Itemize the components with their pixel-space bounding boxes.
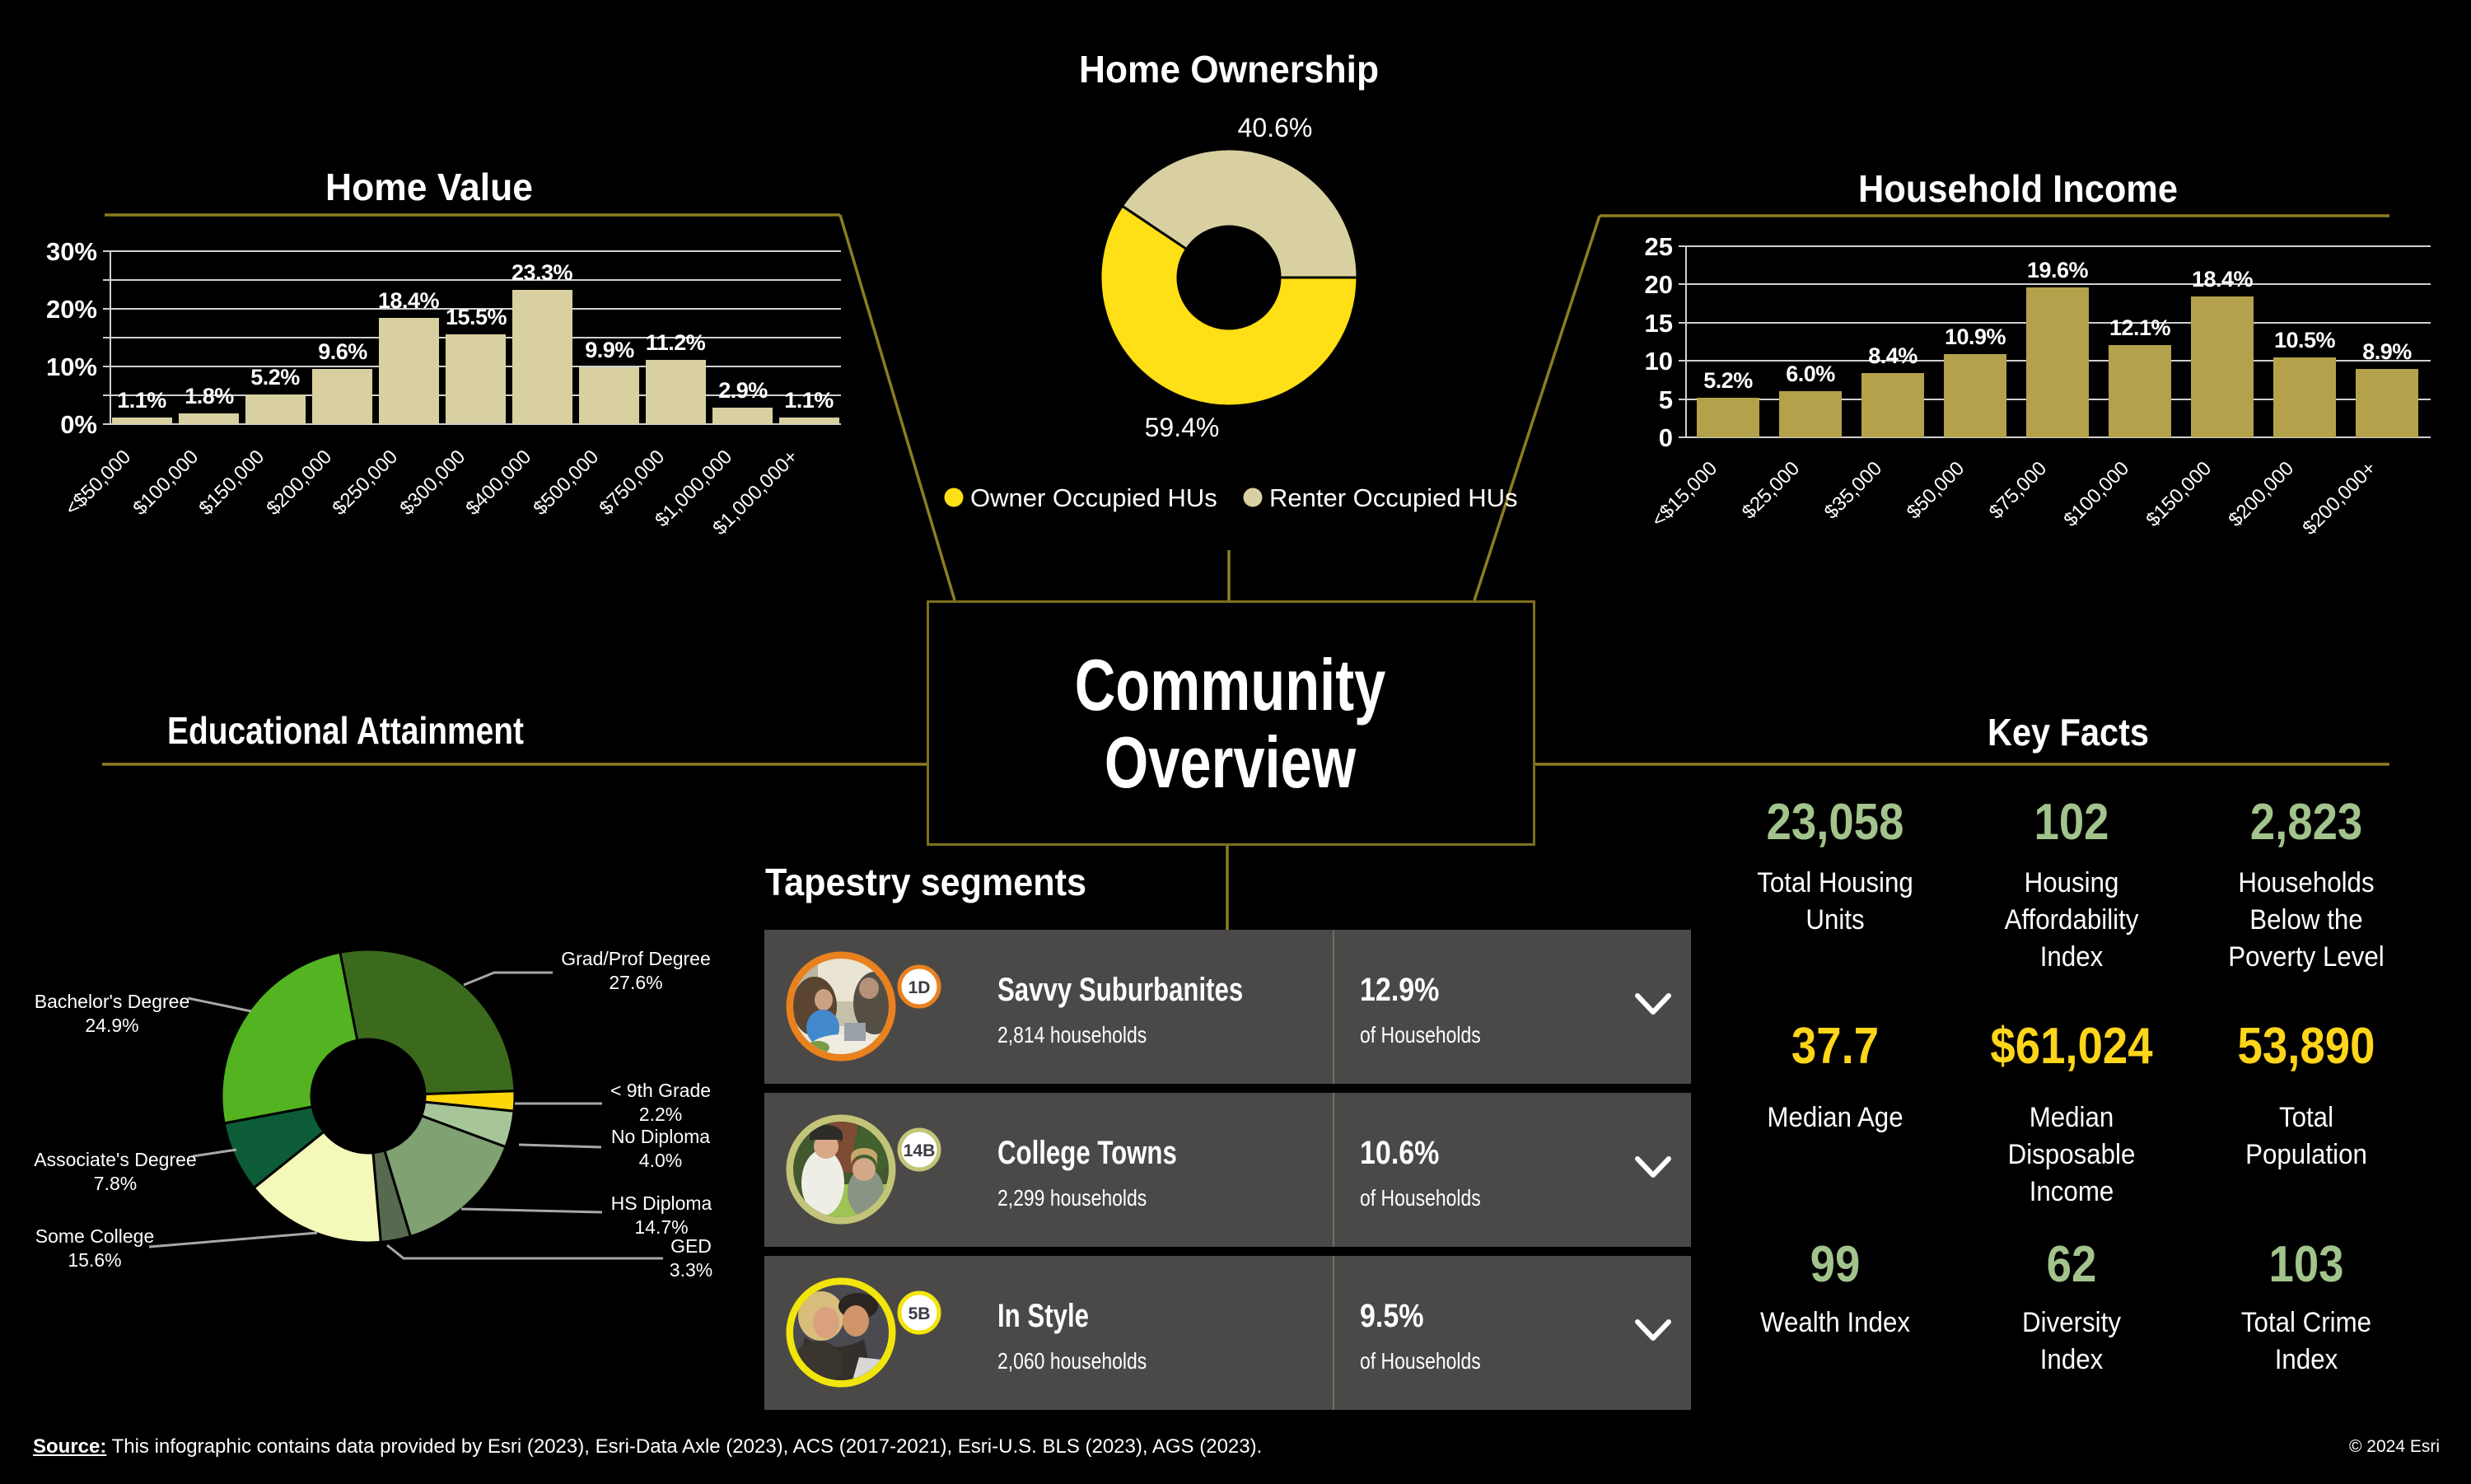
svg-text:$250,000: $250,000 <box>328 446 402 520</box>
svg-text:19.6%: 19.6% <box>2027 258 2089 282</box>
svg-text:18.4%: 18.4% <box>2192 267 2254 292</box>
svg-text:1.8%: 1.8% <box>185 384 234 408</box>
svg-text:59.4%: 59.4% <box>1145 413 1220 442</box>
svg-text:27.6%: 27.6% <box>609 972 662 993</box>
svg-text:11.2%: 11.2% <box>646 330 706 355</box>
svg-text:15.6%: 15.6% <box>68 1249 121 1271</box>
svg-text:Educational Attainment: Educational Attainment <box>167 709 524 752</box>
svg-text:Home Value: Home Value <box>325 166 533 208</box>
svg-text:9.9%: 9.9% <box>585 338 634 362</box>
svg-text:GED: GED <box>670 1235 712 1257</box>
svg-text:1.1%: 1.1% <box>784 388 834 413</box>
svg-text:$200,000+: $200,000+ <box>2298 457 2380 539</box>
svg-text:20: 20 <box>1645 270 1673 299</box>
svg-text:4.0%: 4.0% <box>639 1150 682 1171</box>
svg-text:0%: 0% <box>60 410 97 439</box>
svg-text:7.8%: 7.8% <box>94 1173 137 1194</box>
svg-text:Tapestry segments: Tapestry segments <box>765 861 1086 903</box>
svg-text:$500,000: $500,000 <box>529 446 603 520</box>
svg-text:18.4%: 18.4% <box>378 288 440 313</box>
svg-text:$300,000: $300,000 <box>395 446 469 520</box>
svg-text:$35,000: $35,000 <box>1820 457 1886 523</box>
svg-text:6.0%: 6.0% <box>1786 362 1835 386</box>
svg-text:10.9%: 10.9% <box>1945 324 2006 349</box>
svg-text:23.3%: 23.3% <box>511 260 573 285</box>
svg-text:9.6%: 9.6% <box>318 339 367 364</box>
svg-text:1.1%: 1.1% <box>117 388 166 413</box>
svg-text:40.6%: 40.6% <box>1238 113 1313 142</box>
svg-text:8.9%: 8.9% <box>2362 339 2412 364</box>
svg-text:Renter Occupied HUs: Renter Occupied HUs <box>1269 483 1518 512</box>
svg-text:Household Income: Household Income <box>1858 167 2178 210</box>
svg-text:10%: 10% <box>46 352 97 381</box>
svg-text:Associate's Degree: Associate's Degree <box>34 1149 196 1170</box>
svg-text:$150,000: $150,000 <box>2142 457 2216 531</box>
svg-text:Home Ownership: Home Ownership <box>1079 48 1379 91</box>
svg-text:5B: 5B <box>909 1304 931 1323</box>
svg-text:$75,000: $75,000 <box>1985 457 2051 523</box>
svg-text:12.1%: 12.1% <box>2109 315 2171 340</box>
svg-text:5.2%: 5.2% <box>250 365 300 390</box>
svg-text:30%: 30% <box>46 237 97 266</box>
svg-text:Owner Occupied HUs: Owner Occupied HUs <box>970 483 1217 512</box>
svg-text:$150,000: $150,000 <box>194 446 269 520</box>
svg-text:8.4%: 8.4% <box>1868 343 1917 368</box>
svg-text:$100,000: $100,000 <box>2059 457 2133 531</box>
svg-text:5.2%: 5.2% <box>1703 368 1753 393</box>
svg-text:<$15,000: <$15,000 <box>1647 457 1721 531</box>
svg-text:$100,000: $100,000 <box>128 446 203 520</box>
svg-text:1D: 1D <box>909 978 931 997</box>
svg-text:2.9%: 2.9% <box>718 378 768 403</box>
svg-text:15: 15 <box>1645 309 1673 338</box>
svg-text:$50,000: $50,000 <box>1903 457 1969 523</box>
svg-text:25: 25 <box>1645 232 1673 261</box>
svg-text:0: 0 <box>1659 423 1673 452</box>
svg-text:$400,000: $400,000 <box>461 446 535 520</box>
svg-text:15.5%: 15.5% <box>446 305 507 329</box>
svg-text:3.3%: 3.3% <box>670 1259 712 1281</box>
svg-text:14B: 14B <box>904 1141 936 1160</box>
svg-text:10: 10 <box>1645 347 1673 376</box>
svg-text:Grad/Prof Degree: Grad/Prof Degree <box>561 948 711 969</box>
svg-text:14.7%: 14.7% <box>634 1216 688 1238</box>
svg-text:24.9%: 24.9% <box>85 1015 138 1036</box>
svg-text:$200,000: $200,000 <box>262 446 336 520</box>
svg-text:< 9th Grade: < 9th Grade <box>610 1080 711 1101</box>
svg-text:20%: 20% <box>46 295 97 324</box>
svg-text:HS Diploma: HS Diploma <box>611 1192 712 1214</box>
svg-text:5: 5 <box>1659 385 1673 414</box>
svg-text:<$50,000: <$50,000 <box>61 446 135 520</box>
svg-text:10.5%: 10.5% <box>2274 328 2336 352</box>
svg-text:Bachelor's Degree: Bachelor's Degree <box>35 991 190 1012</box>
svg-text:Key Facts: Key Facts <box>1988 711 2149 754</box>
svg-text:Some College: Some College <box>35 1225 154 1247</box>
svg-text:$25,000: $25,000 <box>1738 457 1804 523</box>
svg-text:$200,000: $200,000 <box>2224 457 2298 531</box>
svg-text:2.2%: 2.2% <box>639 1104 682 1125</box>
svg-text:No Diploma: No Diploma <box>611 1126 710 1147</box>
